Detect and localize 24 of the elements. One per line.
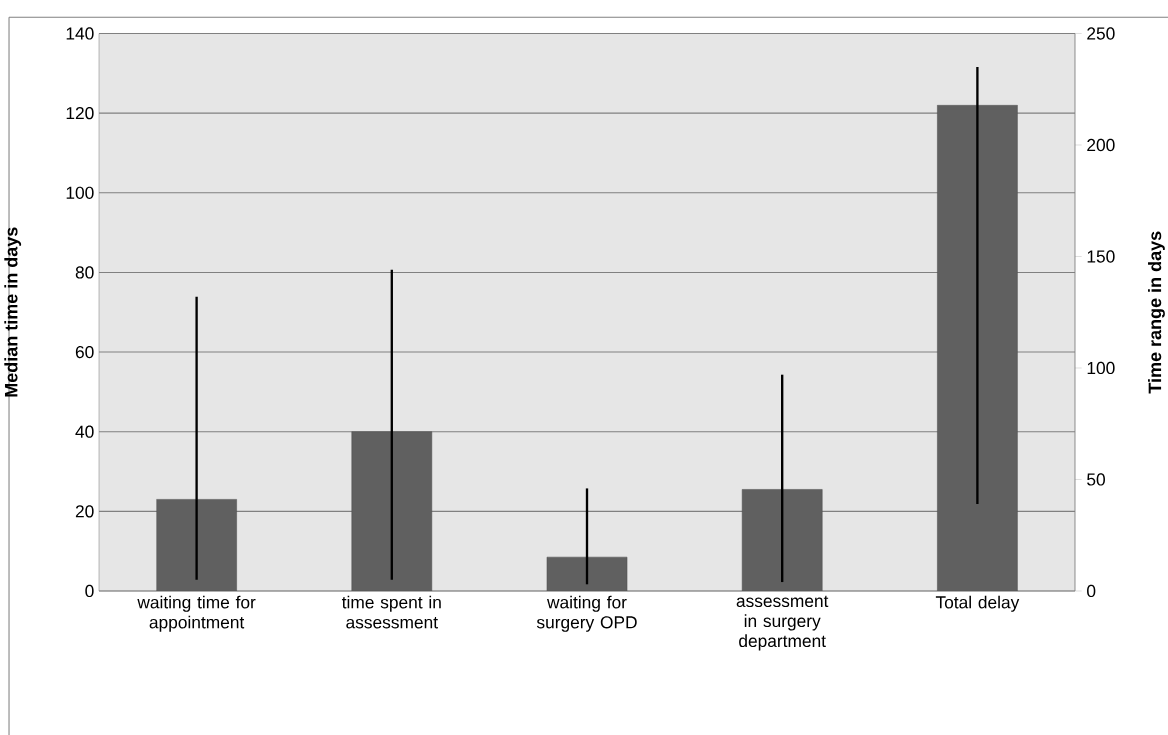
y-tick-label: 80: [75, 266, 94, 279]
y2-tick-label: 200: [1087, 138, 1115, 152]
y-tick-label: 20: [75, 505, 94, 518]
y2-tick-label: 100: [1087, 361, 1115, 375]
x-tick-label: waiting time for appointment: [137, 595, 256, 632]
y-tick-label: 120: [66, 106, 94, 120]
y2-tick-label: 150: [1087, 250, 1115, 263]
bar: [976, 66, 979, 505]
x-tick-label: assessment in surgery department: [736, 595, 829, 651]
y2-tick-label: 250: [1087, 27, 1115, 40]
y-tick-label: 100: [66, 186, 94, 199]
bar: [195, 296, 198, 580]
y-tick-label: 40: [75, 425, 94, 438]
x-tick-label: Total delay: [935, 595, 1020, 612]
y2-tick-label: 50: [1087, 473, 1105, 486]
y-tick-label: 140: [66, 27, 94, 40]
y-axis-title: Median time in days: [4, 227, 22, 397]
y-tick-label: 0: [85, 584, 94, 598]
y2-tick-label: 0: [1087, 584, 1096, 598]
x-tick-label: waiting for surgery OPD: [536, 595, 637, 632]
x-tick-label: time spent in assessment: [341, 595, 441, 629]
bar: [156, 499, 237, 591]
y2-axis-title: Time range in days: [1148, 231, 1165, 394]
y-tick-label: 60: [75, 345, 94, 359]
